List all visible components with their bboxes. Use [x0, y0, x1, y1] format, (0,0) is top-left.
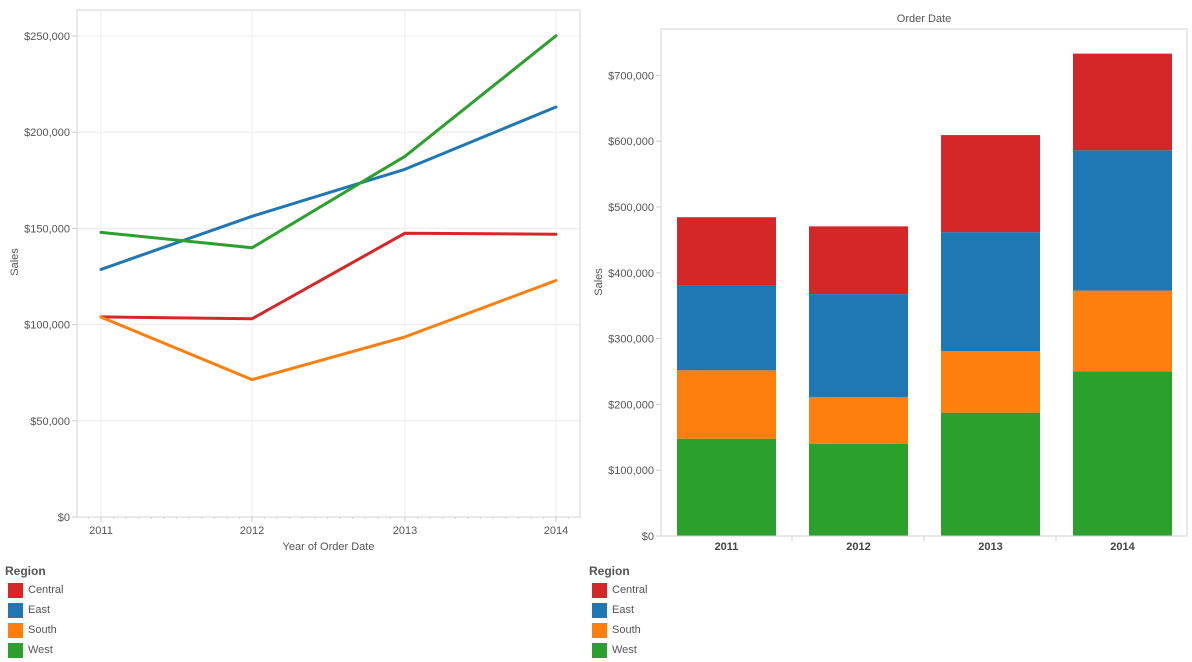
x-tick-label: 2011 — [89, 525, 113, 537]
legend-item-central[interactable]: Central — [584, 580, 647, 600]
legend-label: West — [28, 644, 53, 656]
line-chart: $0 $50,000 $100,000 $150,000 $200,000 $250,00… — [9, 9, 581, 553]
legend-title: Region — [589, 564, 630, 578]
series-line-central — [99, 231, 558, 321]
plot-border — [76, 9, 581, 518]
bar-segment-west-2011 — [677, 438, 776, 536]
y-tick-label: $400,000 — [608, 268, 654, 280]
y-tick-label: $50,000 — [30, 416, 70, 428]
legend-item-east[interactable]: East — [0, 600, 63, 620]
legend-item-east[interactable]: East — [584, 600, 647, 620]
legend-swatch-west — [8, 642, 23, 658]
legend-swatch-west — [592, 642, 607, 658]
x-tick-label: 2014 — [1110, 541, 1135, 553]
bar-segment-south-2011 — [677, 370, 776, 439]
bar-segment-central-2014 — [1073, 53, 1172, 151]
legend-swatch-south — [8, 622, 23, 638]
chart-header: Order Date — [897, 13, 951, 25]
y-tick-label: $300,000 — [608, 334, 654, 346]
series-line-east — [99, 105, 558, 271]
legend-item-south[interactable]: South — [584, 620, 647, 640]
legend-item-west[interactable]: West — [0, 640, 63, 660]
y-axis-title: Sales — [9, 248, 21, 276]
legend-item-central[interactable]: Central — [0, 580, 63, 600]
series-line-west — [99, 34, 558, 250]
legend-label: East — [612, 604, 635, 616]
bar-segment-east-2013 — [941, 232, 1040, 352]
legend-item-west[interactable]: West — [584, 640, 647, 660]
bar-segment-east-2014 — [1073, 150, 1172, 291]
bar-segment-central-2011 — [677, 217, 776, 286]
y-tick-label: $600,000 — [608, 136, 654, 148]
y-tick-label: $500,000 — [608, 202, 654, 214]
x-tick-label: 2013 — [978, 541, 1002, 553]
y-tick-label: $150,000 — [24, 223, 70, 235]
legend-label: South — [28, 624, 57, 636]
legend-label: Central — [28, 584, 64, 596]
series-line-south — [99, 279, 558, 382]
bar-segment-central-2013 — [941, 135, 1040, 233]
legend-swatch-south — [592, 622, 607, 638]
x-tick-label: 2014 — [544, 525, 568, 537]
legend-label: Central — [612, 584, 648, 596]
legend-swatch-central — [592, 582, 607, 598]
legend-label: West — [612, 644, 637, 656]
bar-segment-east-2012 — [809, 294, 908, 397]
legend-swatch-east — [592, 602, 607, 618]
stacked-bar-chart: $0 $100,000 $200,000 $300,000 $400,000 $500,0… — [593, 13, 1188, 553]
y-tick-label: $250,000 — [24, 31, 70, 43]
bar-segment-west-2012 — [809, 443, 908, 536]
bar-segment-east-2011 — [677, 285, 776, 371]
bar-segment-west-2014 — [1073, 371, 1172, 536]
legend-item-south[interactable]: South — [0, 620, 63, 640]
x-tick-label: 2011 — [715, 541, 739, 553]
y-tick-label: $700,000 — [608, 70, 654, 82]
y-tick-label: $100,000 — [608, 465, 654, 477]
y-tick-label: $100,000 — [24, 320, 70, 332]
line-chart-legend: Region Central East South West — [0, 563, 63, 660]
bar-chart-legend: Region Central East South West — [584, 563, 647, 660]
bar-segment-central-2012 — [809, 226, 908, 295]
legend-label: South — [612, 624, 641, 636]
bar-segment-west-2013 — [941, 412, 1040, 536]
x-tick-label: 2012 — [846, 541, 870, 553]
bar-segment-south-2014 — [1073, 290, 1172, 372]
y-tick-label: $0 — [642, 531, 654, 543]
legend-title: Region — [5, 564, 46, 578]
legend-swatch-central — [8, 582, 23, 598]
legend-label: East — [28, 604, 51, 616]
x-tick-label: 2013 — [393, 525, 417, 537]
bar-segment-south-2012 — [809, 396, 908, 444]
bar-segment-south-2013 — [941, 351, 1040, 413]
y-tick-label: $0 — [58, 512, 70, 524]
y-axis-title: Sales — [593, 268, 605, 296]
y-tick-label: $200,000 — [608, 399, 654, 411]
y-tick-label: $200,000 — [24, 127, 70, 139]
legend-swatch-east — [8, 602, 23, 618]
x-tick-label: 2012 — [240, 525, 264, 537]
x-axis-title: Year of Order Date — [283, 541, 375, 553]
